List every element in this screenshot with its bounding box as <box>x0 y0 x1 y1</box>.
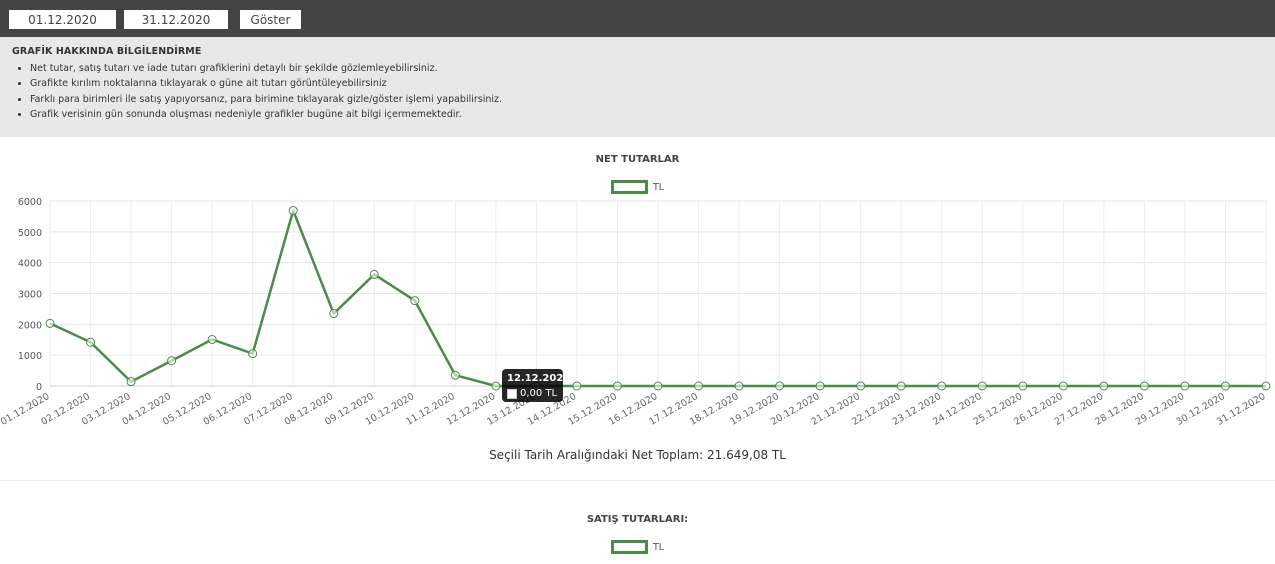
data-point <box>856 381 866 391</box>
data-point <box>896 381 906 391</box>
data-point <box>1180 381 1190 391</box>
info-item: Grafikte kırılım noktalarına tıklayarak … <box>30 76 1263 91</box>
data-point <box>248 349 258 359</box>
series-points <box>45 206 1271 391</box>
data-point <box>1058 381 1068 391</box>
data-point <box>1139 381 1149 391</box>
show-button[interactable]: Göster <box>240 10 301 29</box>
data-point <box>1220 381 1230 391</box>
data-point <box>815 381 825 391</box>
end-date-input[interactable] <box>124 10 228 29</box>
legend-label: TL <box>652 541 665 553</box>
data-point <box>694 381 704 391</box>
tooltip-date: 12.12.2020 <box>507 373 571 384</box>
net-total-text: Seçili Tarih Aralığındaki Net Toplam: 21… <box>489 448 786 462</box>
y-tick-label: 0 <box>36 382 42 393</box>
data-point <box>45 318 55 328</box>
y-tick-label: 3000 <box>18 290 42 301</box>
data-point <box>207 334 217 344</box>
legend-swatch <box>610 180 648 194</box>
data-point <box>491 381 501 391</box>
y-tick-label: 1000 <box>18 351 42 362</box>
info-item: Net tutar, satış tutarı ve iade tutarı g… <box>30 61 1263 76</box>
data-point <box>167 356 177 366</box>
tooltip-value: 0,00 TL <box>520 388 558 399</box>
chart-info-panel: GRAFİK HAKKINDA BİLGİLENDİRME Net tutar,… <box>0 37 1275 137</box>
sales-chart-title: SATIŞ TUTARLARI: <box>586 514 689 525</box>
data-point <box>977 381 987 391</box>
data-point <box>1099 381 1109 391</box>
data-point <box>126 377 136 387</box>
net-line-chart: 0 1000 2000 3000 4000 5000 6000 01.12.202002.1… <box>0 197 1271 428</box>
start-date-input[interactable] <box>9 10 116 29</box>
data-point <box>612 381 622 391</box>
legend-swatch <box>610 540 648 554</box>
data-point <box>450 370 460 380</box>
x-axis: 01.12.202002.12.202003.12.202004.12.2020… <box>0 391 1268 428</box>
net-chart-title: NET TUTARLAR <box>595 154 680 165</box>
data-point <box>329 309 339 319</box>
info-item: Grafik verisinin gün sonunda oluşması ne… <box>30 107 1263 122</box>
data-point <box>572 381 582 391</box>
net-chart-legend[interactable]: TL <box>0 180 1275 194</box>
data-point <box>1261 381 1271 391</box>
sales-chart-legend[interactable]: TL <box>0 540 1275 554</box>
info-title: GRAFİK HAKKINDA BİLGİLENDİRME <box>12 46 202 57</box>
chart-tooltip: 12.12.2020 0,00 TL <box>502 369 571 402</box>
legend-label: TL <box>652 181 665 193</box>
info-item: Farklı para birimleri ile satış yapıyors… <box>30 92 1263 107</box>
data-point <box>1018 381 1028 391</box>
data-point <box>369 269 379 279</box>
tooltip-swatch <box>507 389 517 399</box>
data-point <box>288 206 298 216</box>
section-divider <box>0 480 1275 481</box>
y-axis: 0 1000 2000 3000 4000 5000 6000 <box>18 197 42 393</box>
data-point <box>775 381 785 391</box>
y-tick-label: 2000 <box>18 320 42 331</box>
data-point <box>410 296 420 306</box>
chart-grid <box>49 200 1267 387</box>
y-tick-label: 6000 <box>18 197 42 208</box>
y-tick-label: 5000 <box>18 228 42 239</box>
data-point <box>653 381 663 391</box>
data-point <box>734 381 744 391</box>
data-point <box>86 337 96 347</box>
y-tick-label: 4000 <box>18 259 42 270</box>
info-list: Net tutar, satış tutarı ve iade tutarı g… <box>12 61 1263 123</box>
data-point <box>937 381 947 391</box>
filter-bar: Göster <box>0 0 1275 37</box>
